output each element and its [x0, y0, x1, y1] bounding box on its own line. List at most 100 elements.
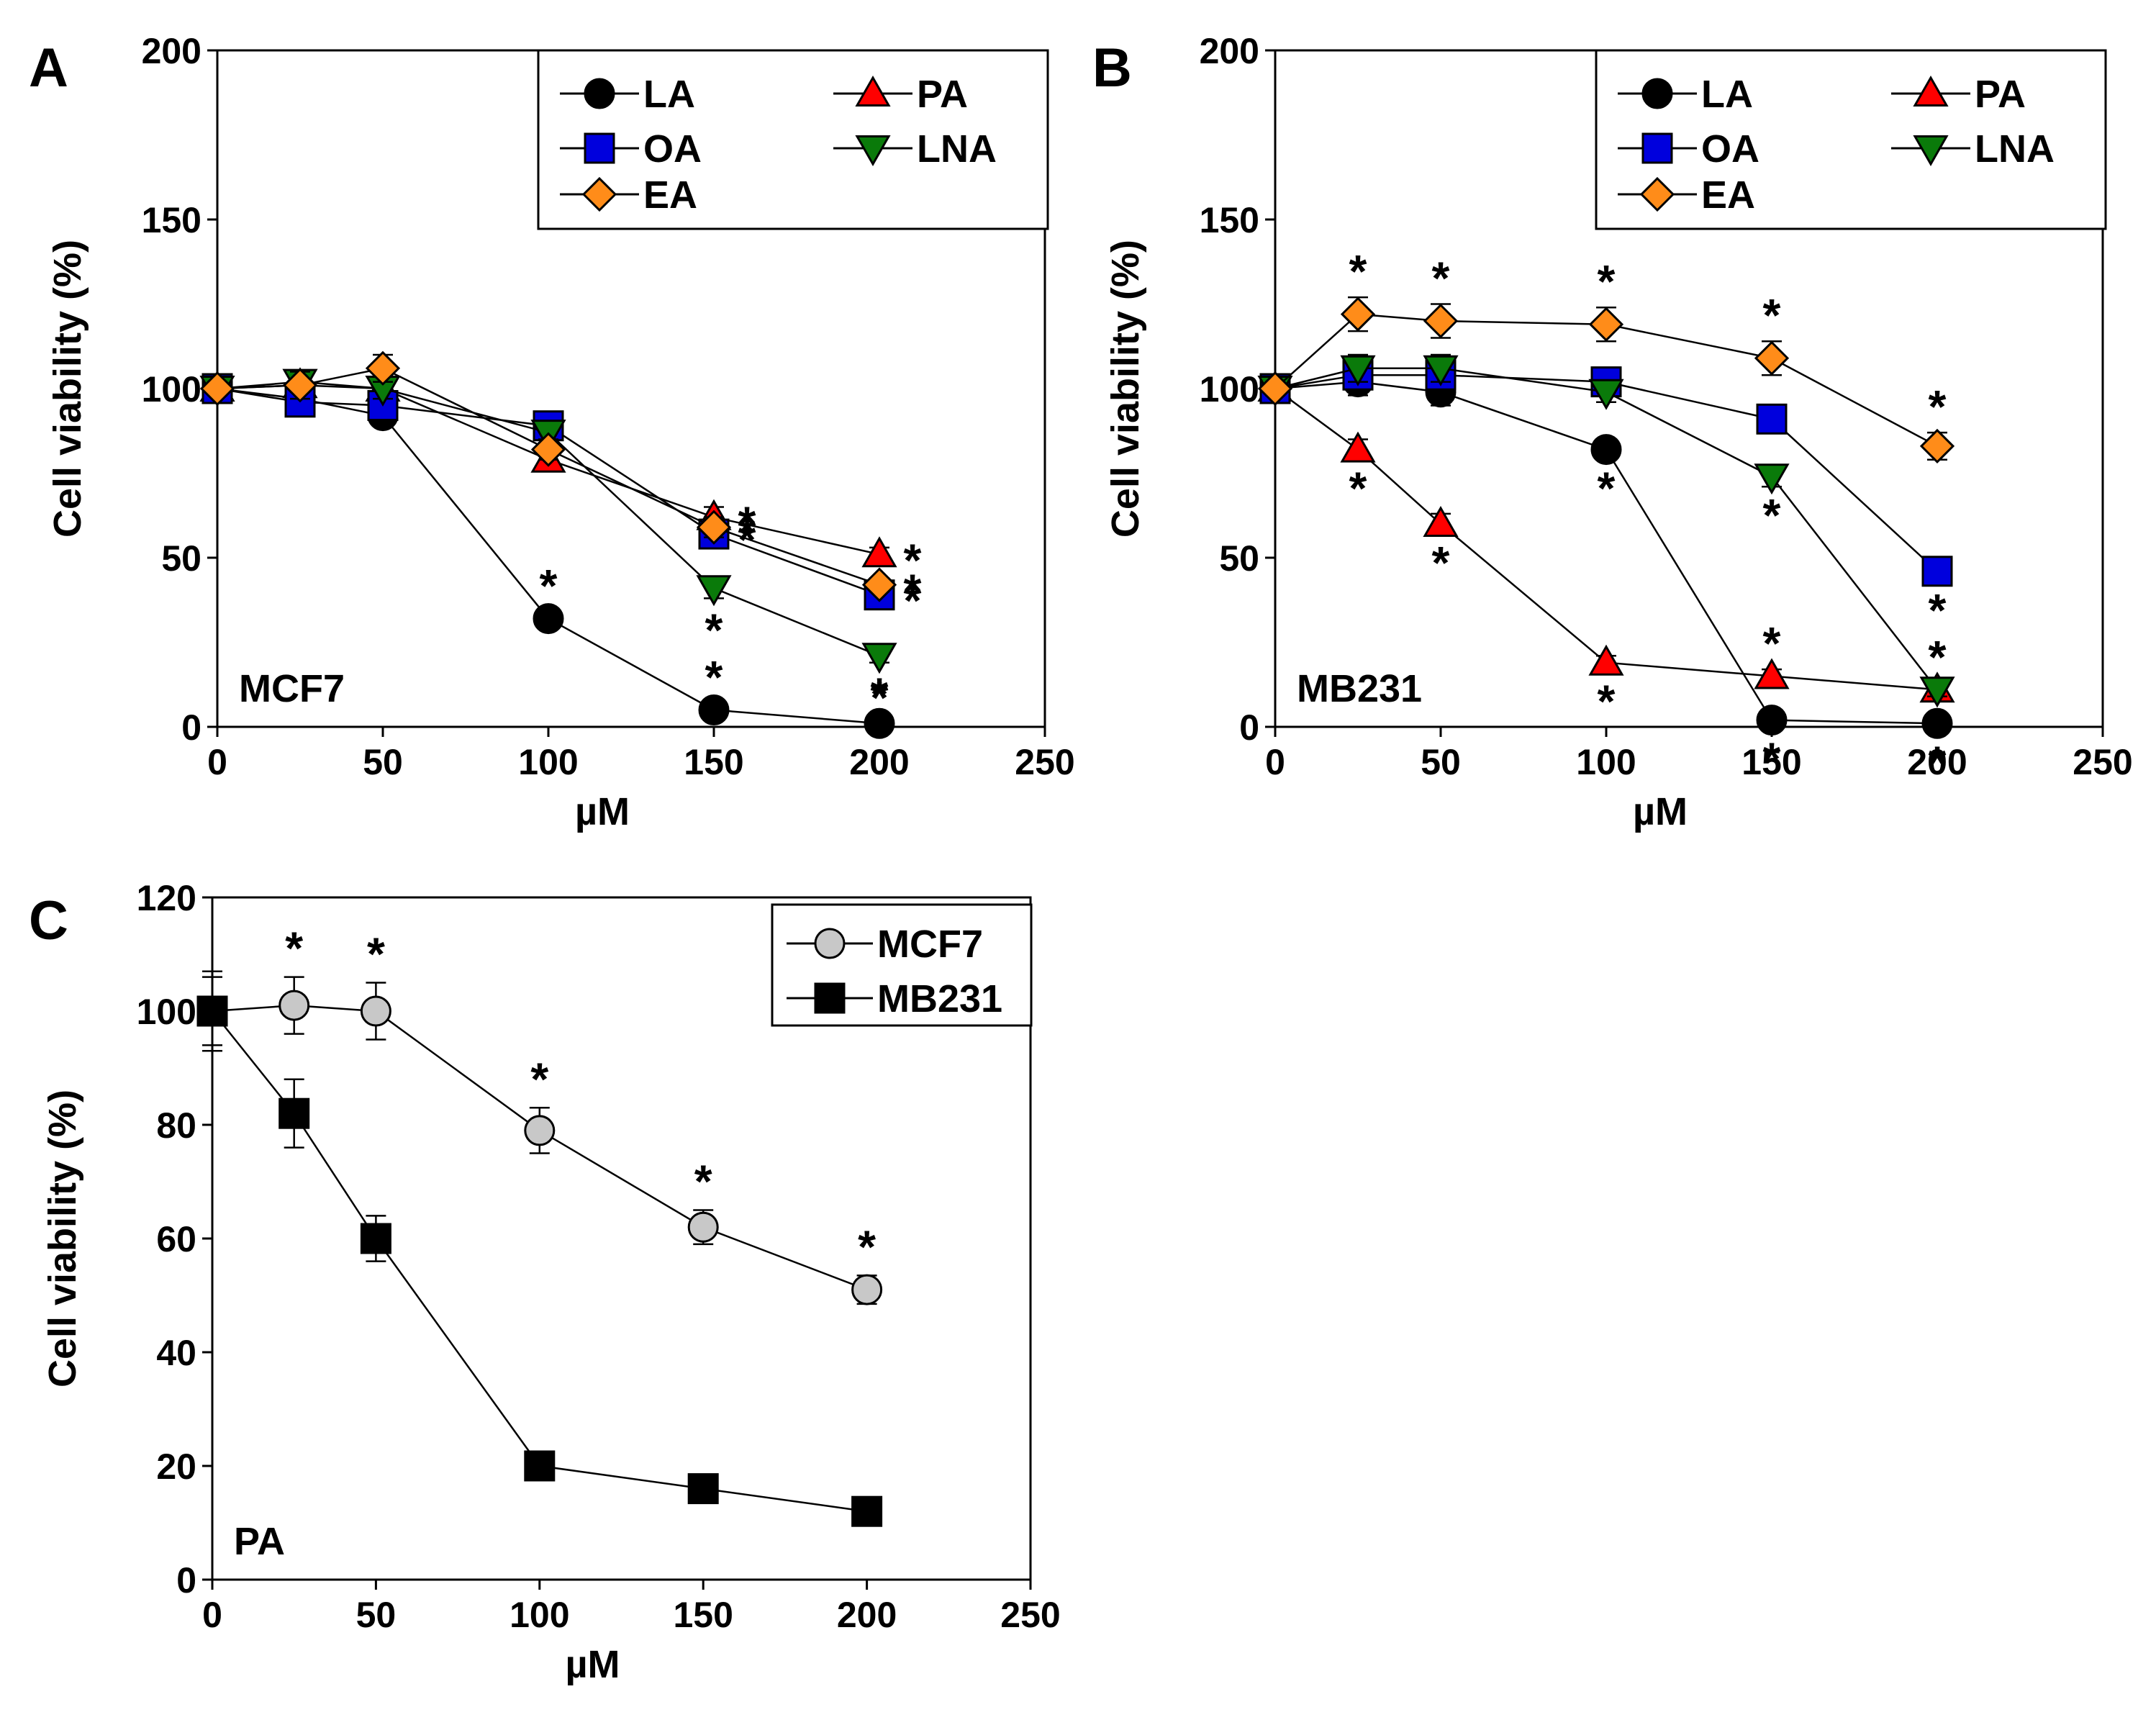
data-point: [524, 1450, 556, 1482]
data-point: [687, 1473, 719, 1505]
panel-letter: B: [1092, 37, 1132, 99]
legend-marker: [855, 75, 891, 107]
x-axis-title: µM: [575, 790, 630, 833]
significance-star: *: [1929, 381, 1947, 433]
x-tick-label: 150: [673, 1595, 733, 1635]
x-tick-label: 150: [684, 742, 743, 782]
y-tick-label: 150: [1200, 200, 1259, 240]
data-point: [196, 995, 228, 1027]
x-tick-label: 100: [518, 742, 578, 782]
legend-item-mcf7: MCF7: [787, 923, 983, 966]
legend-item-ea: EA: [1618, 173, 1755, 217]
legend-item-oa: OA: [560, 127, 702, 171]
data-point: [1919, 428, 1955, 464]
cell-line-label: MCF7: [239, 667, 345, 710]
significance-star: *: [1929, 631, 1947, 683]
legend: LA PA OA LNA EA: [1595, 49, 2107, 230]
legend-box: [1595, 49, 2107, 230]
data-point: [687, 1211, 719, 1243]
series-ea: * * * * *: [1257, 245, 1955, 464]
x-tick-label: 0: [1265, 742, 1285, 782]
data-point: [861, 536, 897, 568]
y-tick-label: 0: [181, 707, 201, 748]
y-axis-title: Cell viability (%): [1104, 240, 1147, 538]
legend-label: LNA: [917, 127, 997, 171]
data-point: [533, 603, 564, 635]
significance-star: *: [1929, 736, 1947, 788]
data-point: [1919, 676, 1955, 708]
data-point: [1423, 505, 1459, 537]
legend-item-mb231: MB231: [787, 977, 1002, 1020]
significance-star: *: [738, 514, 756, 566]
data-point: [360, 995, 391, 1027]
data-point: [530, 432, 566, 467]
data-point: [278, 990, 310, 1021]
legend-marker: [814, 982, 846, 1014]
significance-star: *: [1598, 255, 1616, 307]
data-point: [1340, 296, 1376, 332]
cell-line-label: PA: [234, 1520, 285, 1563]
legend: MCF7 MB231: [771, 903, 1033, 1027]
x-axis-title: µM: [565, 1643, 620, 1686]
x-tick-label: 0: [207, 742, 227, 782]
data-point: [1340, 355, 1376, 386]
legend-label: PA: [917, 73, 968, 116]
data-point: [696, 575, 732, 607]
significance-star: *: [1763, 289, 1781, 341]
legend-label: LA: [1701, 73, 1753, 116]
x-tick-label: 200: [1907, 742, 1967, 782]
y-tick-label: 20: [156, 1446, 196, 1487]
significance-star: *: [694, 1156, 712, 1208]
legend-marker: [1913, 135, 1949, 167]
y-tick-label: 40: [156, 1333, 196, 1373]
legend-label: PA: [1975, 73, 2026, 116]
legend-marker: [581, 176, 617, 212]
legend-marker: [1641, 78, 1673, 109]
x-tick-label: 250: [1000, 1595, 1060, 1635]
legend-marker: [814, 928, 846, 959]
y-tick-label: 100: [137, 992, 196, 1032]
significance-star: *: [1763, 617, 1781, 669]
legend-item-lna: LNA: [833, 127, 997, 171]
panel-c: 0 20 40 60 80 100 120 0 50 100 150 200 250 µM Cell via…: [29, 878, 1061, 1686]
data-point: [1921, 707, 1953, 739]
legend-item-ea: EA: [560, 173, 697, 217]
significance-star: *: [1432, 537, 1450, 589]
panel-letter: C: [29, 890, 68, 951]
data-point: [1588, 379, 1624, 410]
legend-label: OA: [643, 127, 702, 171]
data-point: [1754, 658, 1790, 689]
data-point: [1756, 403, 1788, 435]
y-tick-label: 60: [156, 1219, 196, 1259]
series-line: [212, 1010, 867, 1513]
x-tick-label: 100: [509, 1595, 569, 1635]
significance-star: *: [1929, 631, 1947, 683]
legend-marker: [584, 78, 615, 109]
data-point: [365, 350, 401, 386]
x-tick-label: 50: [1421, 742, 1461, 782]
data-point: [1754, 463, 1790, 495]
data-point: [1423, 303, 1459, 339]
y-tick-label: 50: [161, 538, 201, 579]
legend-item-pa: PA: [833, 73, 968, 116]
cell-line-label: MB231: [1297, 667, 1422, 710]
legend: LA PA OA LNA EA: [537, 49, 1049, 230]
data-point: [1921, 556, 1953, 587]
legend-label: MB231: [877, 977, 1002, 1020]
x-tick-label: 250: [2073, 742, 2132, 782]
data-point: [851, 1274, 883, 1305]
panel-b: 0 50 100 150 200 0 50 100 150 200 250 µM Cell viabil…: [1092, 31, 2133, 833]
y-tick-label: 200: [1200, 31, 1259, 71]
x-tick-label: 100: [1576, 742, 1636, 782]
data-point: [696, 510, 732, 545]
y-tick-label: 200: [142, 31, 201, 71]
legend-label: MCF7: [877, 923, 983, 966]
significance-star: *: [1929, 584, 1947, 636]
significance-star: *: [904, 565, 922, 617]
significance-star: *: [904, 575, 922, 627]
data-point: [698, 694, 730, 725]
x-tick-label: 0: [202, 1595, 222, 1635]
y-tick-label: 150: [142, 200, 201, 240]
legend-box: [537, 49, 1049, 230]
